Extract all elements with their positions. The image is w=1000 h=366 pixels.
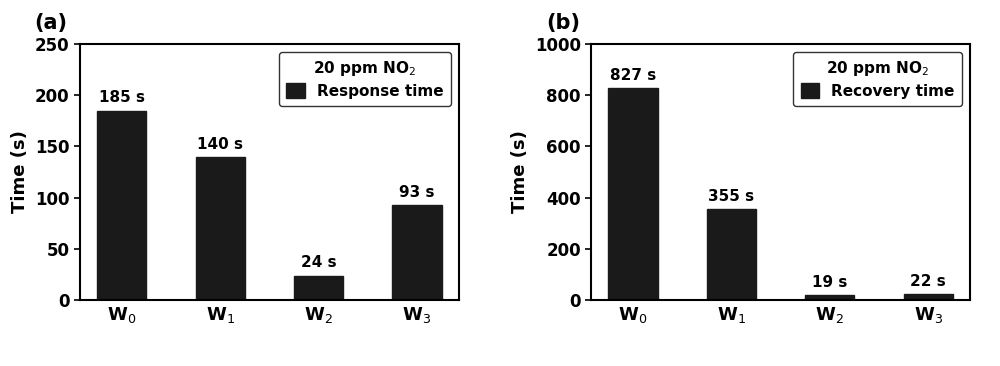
Bar [608, 88, 658, 300]
Text: 19 s: 19 s [812, 275, 848, 290]
Legend: Recovery time: Recovery time [793, 52, 962, 107]
Text: 355 s: 355 s [708, 189, 755, 204]
Text: 140 s: 140 s [197, 137, 243, 152]
Text: (b): (b) [546, 13, 580, 33]
Bar [97, 111, 146, 300]
Text: 24 s: 24 s [301, 255, 336, 270]
Text: 827 s: 827 s [610, 68, 656, 83]
Bar [805, 295, 854, 300]
Bar [294, 276, 343, 300]
Bar [707, 209, 756, 300]
Y-axis label: Time (s): Time (s) [511, 131, 529, 213]
Y-axis label: Time (s): Time (s) [11, 131, 29, 213]
Bar [196, 157, 245, 300]
Text: 93 s: 93 s [399, 185, 435, 200]
Bar [392, 205, 442, 300]
Text: (a): (a) [35, 13, 68, 33]
Text: 22 s: 22 s [910, 274, 946, 290]
Legend: Response time: Response time [279, 52, 451, 107]
Bar [904, 295, 953, 300]
Text: 185 s: 185 s [99, 90, 145, 105]
